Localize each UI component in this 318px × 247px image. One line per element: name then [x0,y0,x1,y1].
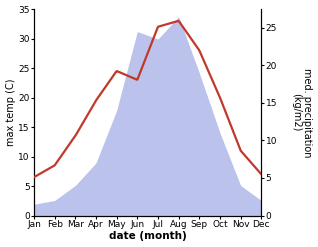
Y-axis label: max temp (C): max temp (C) [5,79,16,146]
X-axis label: date (month): date (month) [109,231,187,242]
Y-axis label: med. precipitation
(kg/m2): med. precipitation (kg/m2) [291,67,313,157]
